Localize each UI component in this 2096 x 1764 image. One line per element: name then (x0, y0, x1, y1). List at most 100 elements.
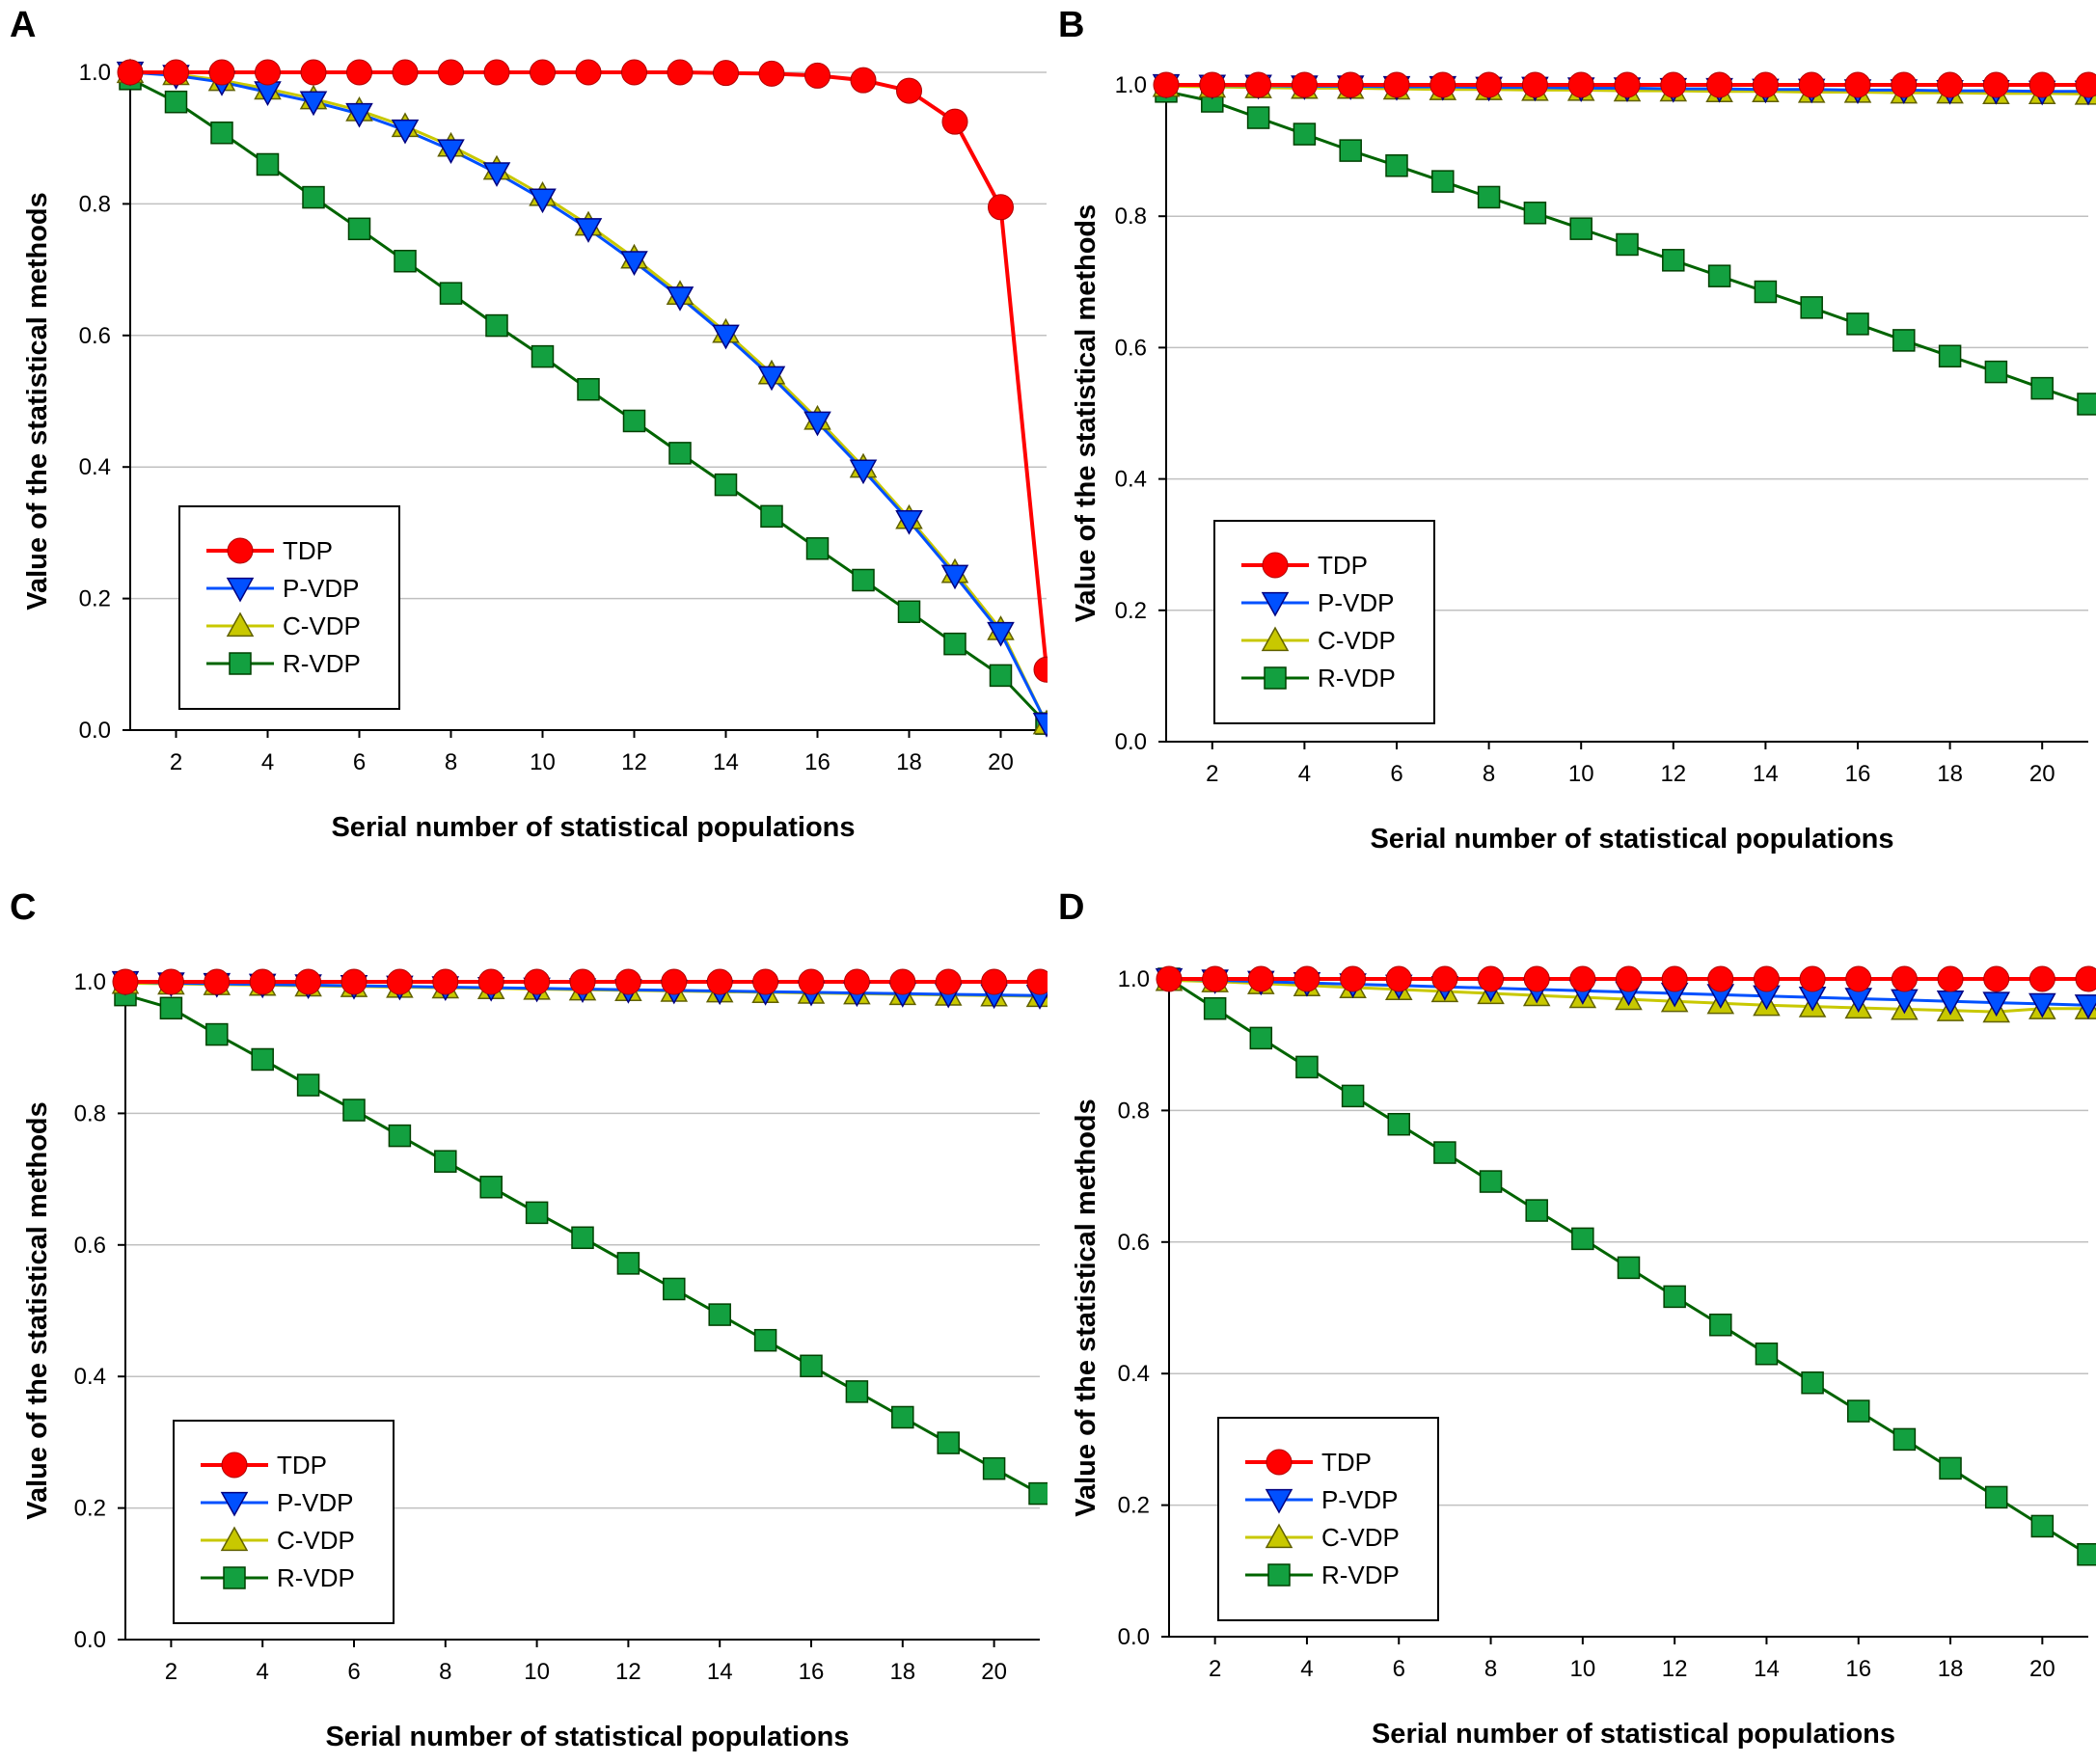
point-b-r-vdp-14 (1754, 280, 1778, 304)
point-c-r-vdp-18 (891, 1405, 914, 1429)
point-c-r-vdp-10 (525, 1201, 549, 1225)
point-a-tdp-13 (667, 59, 694, 86)
point-d-tdp-7 (1431, 965, 1458, 992)
point-c-r-vdp-5 (296, 1073, 320, 1097)
point-b-tdp-6 (1383, 71, 1410, 98)
point-a-r-vdp-12 (622, 409, 646, 433)
point-d-tdp-8 (1478, 965, 1505, 992)
point-d-p-vdp-19 (1982, 991, 2010, 1018)
y-tick-label-a-2: 0.4 (79, 454, 111, 480)
point-b-r-vdp-10 (1569, 217, 1592, 240)
point-d-p-vdp-20 (2028, 992, 2056, 1018)
point-a-r-vdp-19 (943, 632, 966, 656)
x-tick-label-b-4: 10 (1568, 761, 1594, 787)
series-markers-b-r-vdp (1155, 80, 2096, 416)
legend-label-a-p-vdp: P-VDP (283, 574, 359, 603)
point-c-r-vdp-16 (800, 1354, 823, 1378)
y-axis-title-b: Value of the statistical methods (1071, 204, 1102, 623)
point-a-tdp-16 (804, 62, 830, 89)
point-a-r-vdp-18 (897, 600, 921, 623)
panel-label-b: B (1058, 5, 1084, 45)
point-a-tdp-14 (713, 60, 739, 87)
point-b-r-vdp-9 (1523, 202, 1547, 225)
y-tick-label-d-5: 1.0 (1118, 966, 1150, 992)
x-tick-label-c-1: 4 (257, 1659, 269, 1685)
x-tick-label-b-2: 6 (1390, 761, 1402, 787)
panel-label-c: C (10, 887, 36, 928)
point-a-p-vdp-9 (482, 162, 511, 187)
point-c-r-vdp-9 (479, 1176, 503, 1199)
legend-marker-a-tdp (227, 537, 254, 564)
x-tick-label-a-3: 8 (445, 749, 457, 775)
point-c-tdp-3 (204, 968, 231, 995)
legend-marker-d-tdp (1266, 1449, 1293, 1476)
legend-marker-c-c-vdp (220, 1526, 249, 1552)
series-markers-c-tdp (112, 968, 1048, 995)
y-tick-label-c-2: 0.4 (74, 1364, 106, 1390)
point-c-tdp-21 (1026, 968, 1048, 995)
point-d-tdp-11 (1616, 965, 1642, 992)
point-d-tdp-5 (1340, 965, 1367, 992)
x-tick-label-a-5: 12 (621, 749, 647, 775)
point-c-r-vdp-3 (205, 1022, 229, 1046)
point-b-tdp-12 (1660, 71, 1687, 98)
y-axis-title-d: Value of the statistical methods (1071, 1099, 1102, 1517)
point-c-tdp-18 (889, 968, 916, 995)
panel-label-d: D (1058, 887, 1084, 928)
point-d-tdp-21 (2075, 965, 2096, 992)
chart-panel-c: C 0.0 0.2 0.4 0.6 0.8 1.0 2 4 6 8 10 12 14 16 18 20 Seria… (0, 882, 1048, 1764)
point-c-tdp-10 (524, 968, 551, 995)
y-tick-label-c-0: 0.0 (74, 1627, 106, 1653)
y-tick-label-c-1: 0.2 (74, 1496, 106, 1522)
point-a-r-vdp-13 (668, 442, 692, 465)
x-tick-label-c-4: 10 (524, 1659, 550, 1685)
point-a-p-vdp-12 (620, 251, 648, 276)
point-b-tdp-3 (1245, 71, 1272, 98)
legend-label-b-p-vdp: P-VDP (1318, 588, 1394, 617)
panel-label-a: A (10, 5, 36, 45)
legend-marker-d-c-vdp (1265, 1523, 1293, 1549)
point-c-r-vdp-12 (616, 1252, 640, 1275)
legend-label-b-tdp: TDP (1318, 551, 1368, 580)
point-d-r-vdp-5 (1341, 1084, 1365, 1108)
point-d-r-vdp-17 (1892, 1427, 1917, 1452)
point-d-r-vdp-20 (2030, 1514, 2055, 1538)
point-d-tdp-19 (1983, 965, 2010, 992)
point-d-tdp-18 (1937, 965, 1964, 992)
point-d-r-vdp-7 (1433, 1141, 1456, 1164)
point-b-r-vdp-21 (2077, 393, 2096, 416)
point-c-r-vdp-13 (663, 1277, 686, 1301)
y-tick-label-d-2: 0.4 (1118, 1361, 1150, 1387)
x-tick-label-a-1: 4 (261, 749, 274, 775)
point-c-r-vdp-8 (434, 1150, 457, 1173)
x-tick-label-b-0: 2 (1206, 761, 1218, 787)
legend-marker-c-p-vdp (220, 1491, 249, 1517)
point-d-r-vdp-16 (1847, 1399, 1870, 1423)
x-tick-label-b-9: 20 (2029, 761, 2055, 787)
point-c-tdp-15 (752, 968, 779, 995)
x-axis-title-c: Serial number of statistical populations (325, 1722, 849, 1752)
point-d-r-vdp-21 (2077, 1543, 2096, 1566)
x-tick-label-d-9: 20 (2029, 1656, 2055, 1682)
y-tick-label-a-0: 0.0 (79, 718, 111, 744)
chart-svg-a: A 0.0 0.2 0.4 0.6 0.8 1.0 2 4 6 8 10 12 14 16 18 20 Seria… (10, 5, 1048, 843)
y-tick-label-c-3: 0.6 (74, 1233, 106, 1259)
point-b-r-vdp-4 (1293, 122, 1317, 146)
point-a-r-vdp-7 (394, 249, 417, 273)
point-a-p-vdp-20 (987, 621, 1015, 647)
legend-label-c-tdp: TDP (277, 1451, 327, 1479)
x-tick-label-a-8: 18 (896, 749, 922, 775)
legend-label-a-c-vdp: C-VDP (283, 611, 361, 640)
y-tick-label-a-3: 0.6 (79, 323, 111, 349)
point-c-tdp-14 (706, 968, 733, 995)
point-a-tdp-18 (896, 77, 922, 104)
point-a-tdp-9 (483, 59, 510, 86)
point-a-tdp-4 (255, 59, 281, 86)
point-d-tdp-3 (1247, 965, 1274, 992)
point-a-p-vdp-8 (437, 139, 465, 165)
legend-marker-c-r-vdp (223, 1566, 246, 1589)
point-b-tdp-13 (1706, 71, 1733, 98)
y-tick-label-d-3: 0.6 (1118, 1230, 1150, 1256)
legend-box-d (1217, 1417, 1439, 1621)
legend-label-d-c-vdp: C-VDP (1321, 1523, 1400, 1552)
